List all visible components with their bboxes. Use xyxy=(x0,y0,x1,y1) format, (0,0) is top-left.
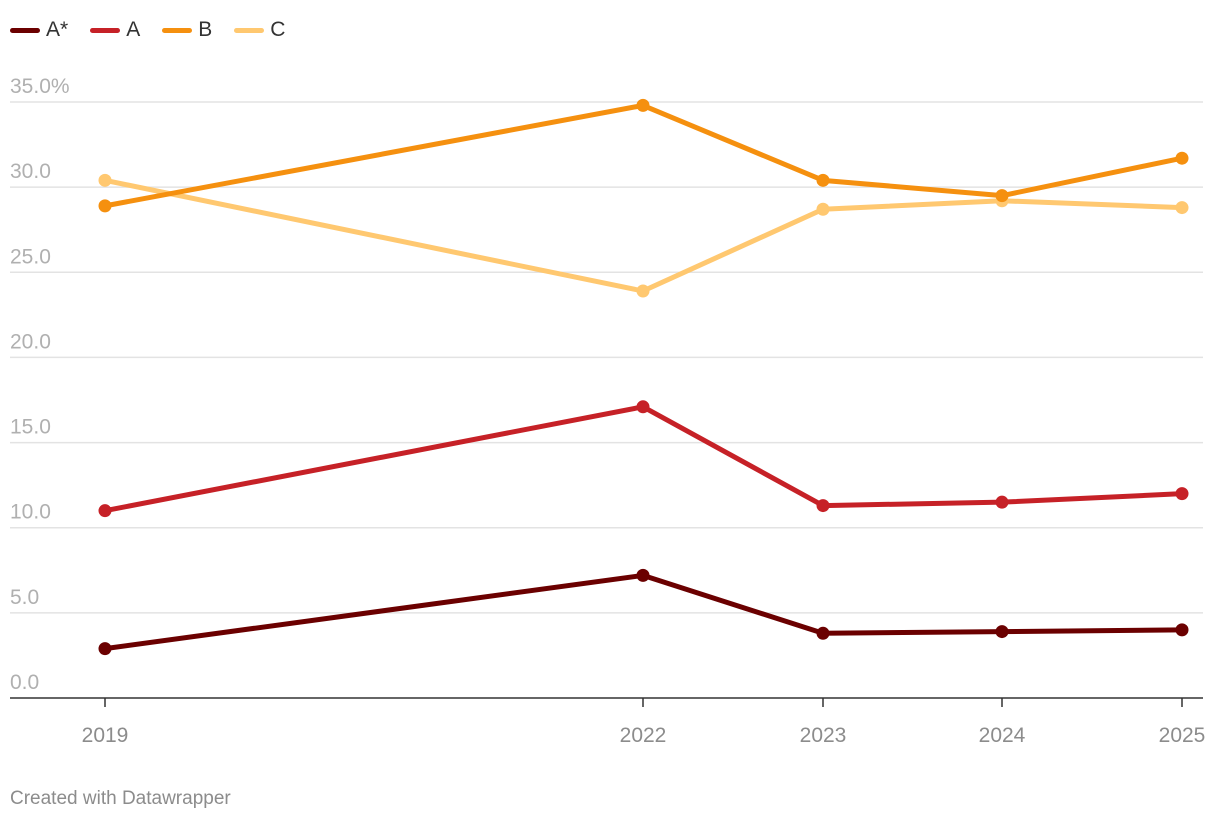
data-point-a-star-2022 xyxy=(636,568,650,582)
legend-item-a: A xyxy=(90,18,140,42)
x-tick-label: 2019 xyxy=(82,724,129,747)
data-point-a-star-2024 xyxy=(995,625,1009,639)
data-point-a-2019 xyxy=(98,504,112,518)
y-tick-label: 20.0 xyxy=(10,330,51,353)
legend-item-c: C xyxy=(234,18,285,42)
data-point-c-2025 xyxy=(1175,201,1189,215)
data-point-c-2022 xyxy=(636,284,650,298)
series-a-star xyxy=(98,568,1189,656)
series-c xyxy=(98,173,1189,298)
y-tick-label: 0.0 xyxy=(10,671,39,694)
legend-item-a-star: A* xyxy=(10,18,68,42)
data-point-a-2023 xyxy=(816,499,830,513)
legend-label-b: B xyxy=(198,18,213,41)
data-point-a-2022 xyxy=(636,400,650,414)
x-tick-label: 2023 xyxy=(800,724,847,747)
y-tick-label: 25.0 xyxy=(10,245,51,268)
series-a xyxy=(98,400,1189,518)
data-point-b-2024 xyxy=(995,189,1009,203)
footer-credit: Created with Datawrapper xyxy=(10,788,231,809)
y-tick-label: 10.0 xyxy=(10,501,51,524)
legend-label-c: C xyxy=(270,18,286,41)
legend-swatch-a-star xyxy=(10,27,40,33)
legend-item-b: B xyxy=(162,18,212,42)
x-axis: 2019 2022 2023 2024 2025 xyxy=(10,697,1206,747)
y-axis-labels: 0.0 5.0 10.0 15.0 20.0 25.0 30.0 35.0% xyxy=(10,75,70,694)
series-line-c xyxy=(102,177,1185,294)
x-tick-label: 2022 xyxy=(620,724,667,747)
x-tick-label: 2025 xyxy=(1159,724,1206,747)
data-point-b-2023 xyxy=(816,173,830,187)
data-point-a-star-2023 xyxy=(816,626,830,640)
legend-label-a-star: A* xyxy=(46,18,69,41)
data-point-a-star-2019 xyxy=(98,642,112,656)
data-point-b-2025 xyxy=(1175,151,1189,165)
chart-legend: A* A B C xyxy=(10,16,285,44)
data-point-b-2019 xyxy=(98,199,112,213)
series-b xyxy=(98,98,1189,213)
legend-swatch-b xyxy=(162,27,193,33)
y-tick-label: 15.0 xyxy=(10,416,51,439)
series-line-b xyxy=(102,102,1185,209)
series-line-a-star xyxy=(102,572,1185,652)
data-point-c-2023 xyxy=(816,202,830,216)
legend-swatch-c xyxy=(234,27,265,33)
y-tick-label: 35.0% xyxy=(10,75,70,98)
legend-label-a: A xyxy=(126,18,141,41)
y-tick-label: 30.0 xyxy=(10,160,51,183)
data-point-c-2019 xyxy=(98,173,112,187)
data-point-a-star-2025 xyxy=(1175,623,1189,637)
series-lines xyxy=(98,98,1189,656)
legend-swatch-a xyxy=(90,27,121,33)
y-tick-label: 5.0 xyxy=(10,586,39,609)
x-tick-label: 2024 xyxy=(979,724,1026,747)
data-point-a-2024 xyxy=(995,495,1009,509)
data-point-a-2025 xyxy=(1175,487,1189,501)
data-point-b-2022 xyxy=(636,98,650,112)
series-line-a xyxy=(102,404,1185,514)
gridlines xyxy=(10,101,1203,614)
